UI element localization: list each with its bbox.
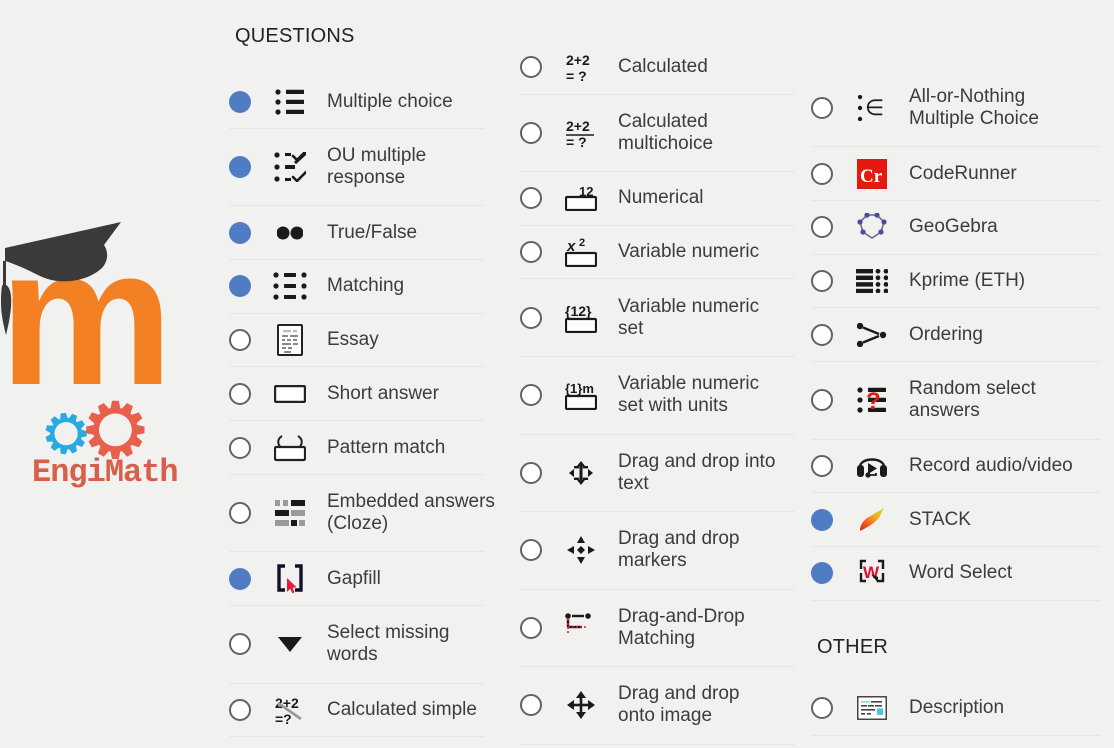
- svg-text:=?: =?: [275, 711, 292, 725]
- svg-text:Cr: Cr: [860, 166, 883, 187]
- svg-text:?: ?: [866, 388, 881, 413]
- svg-text:∈: ∈: [865, 95, 884, 120]
- svg-text:2+2: 2+2: [566, 52, 590, 68]
- svg-text:{1}m: {1}m: [565, 381, 594, 396]
- svg-text:2+2: 2+2: [566, 118, 590, 134]
- svg-text:2: 2: [579, 237, 585, 249]
- svg-text:= ?: = ?: [566, 134, 587, 148]
- svg-text:{12}: {12}: [565, 303, 592, 319]
- svg-text:= ?: = ?: [566, 68, 587, 82]
